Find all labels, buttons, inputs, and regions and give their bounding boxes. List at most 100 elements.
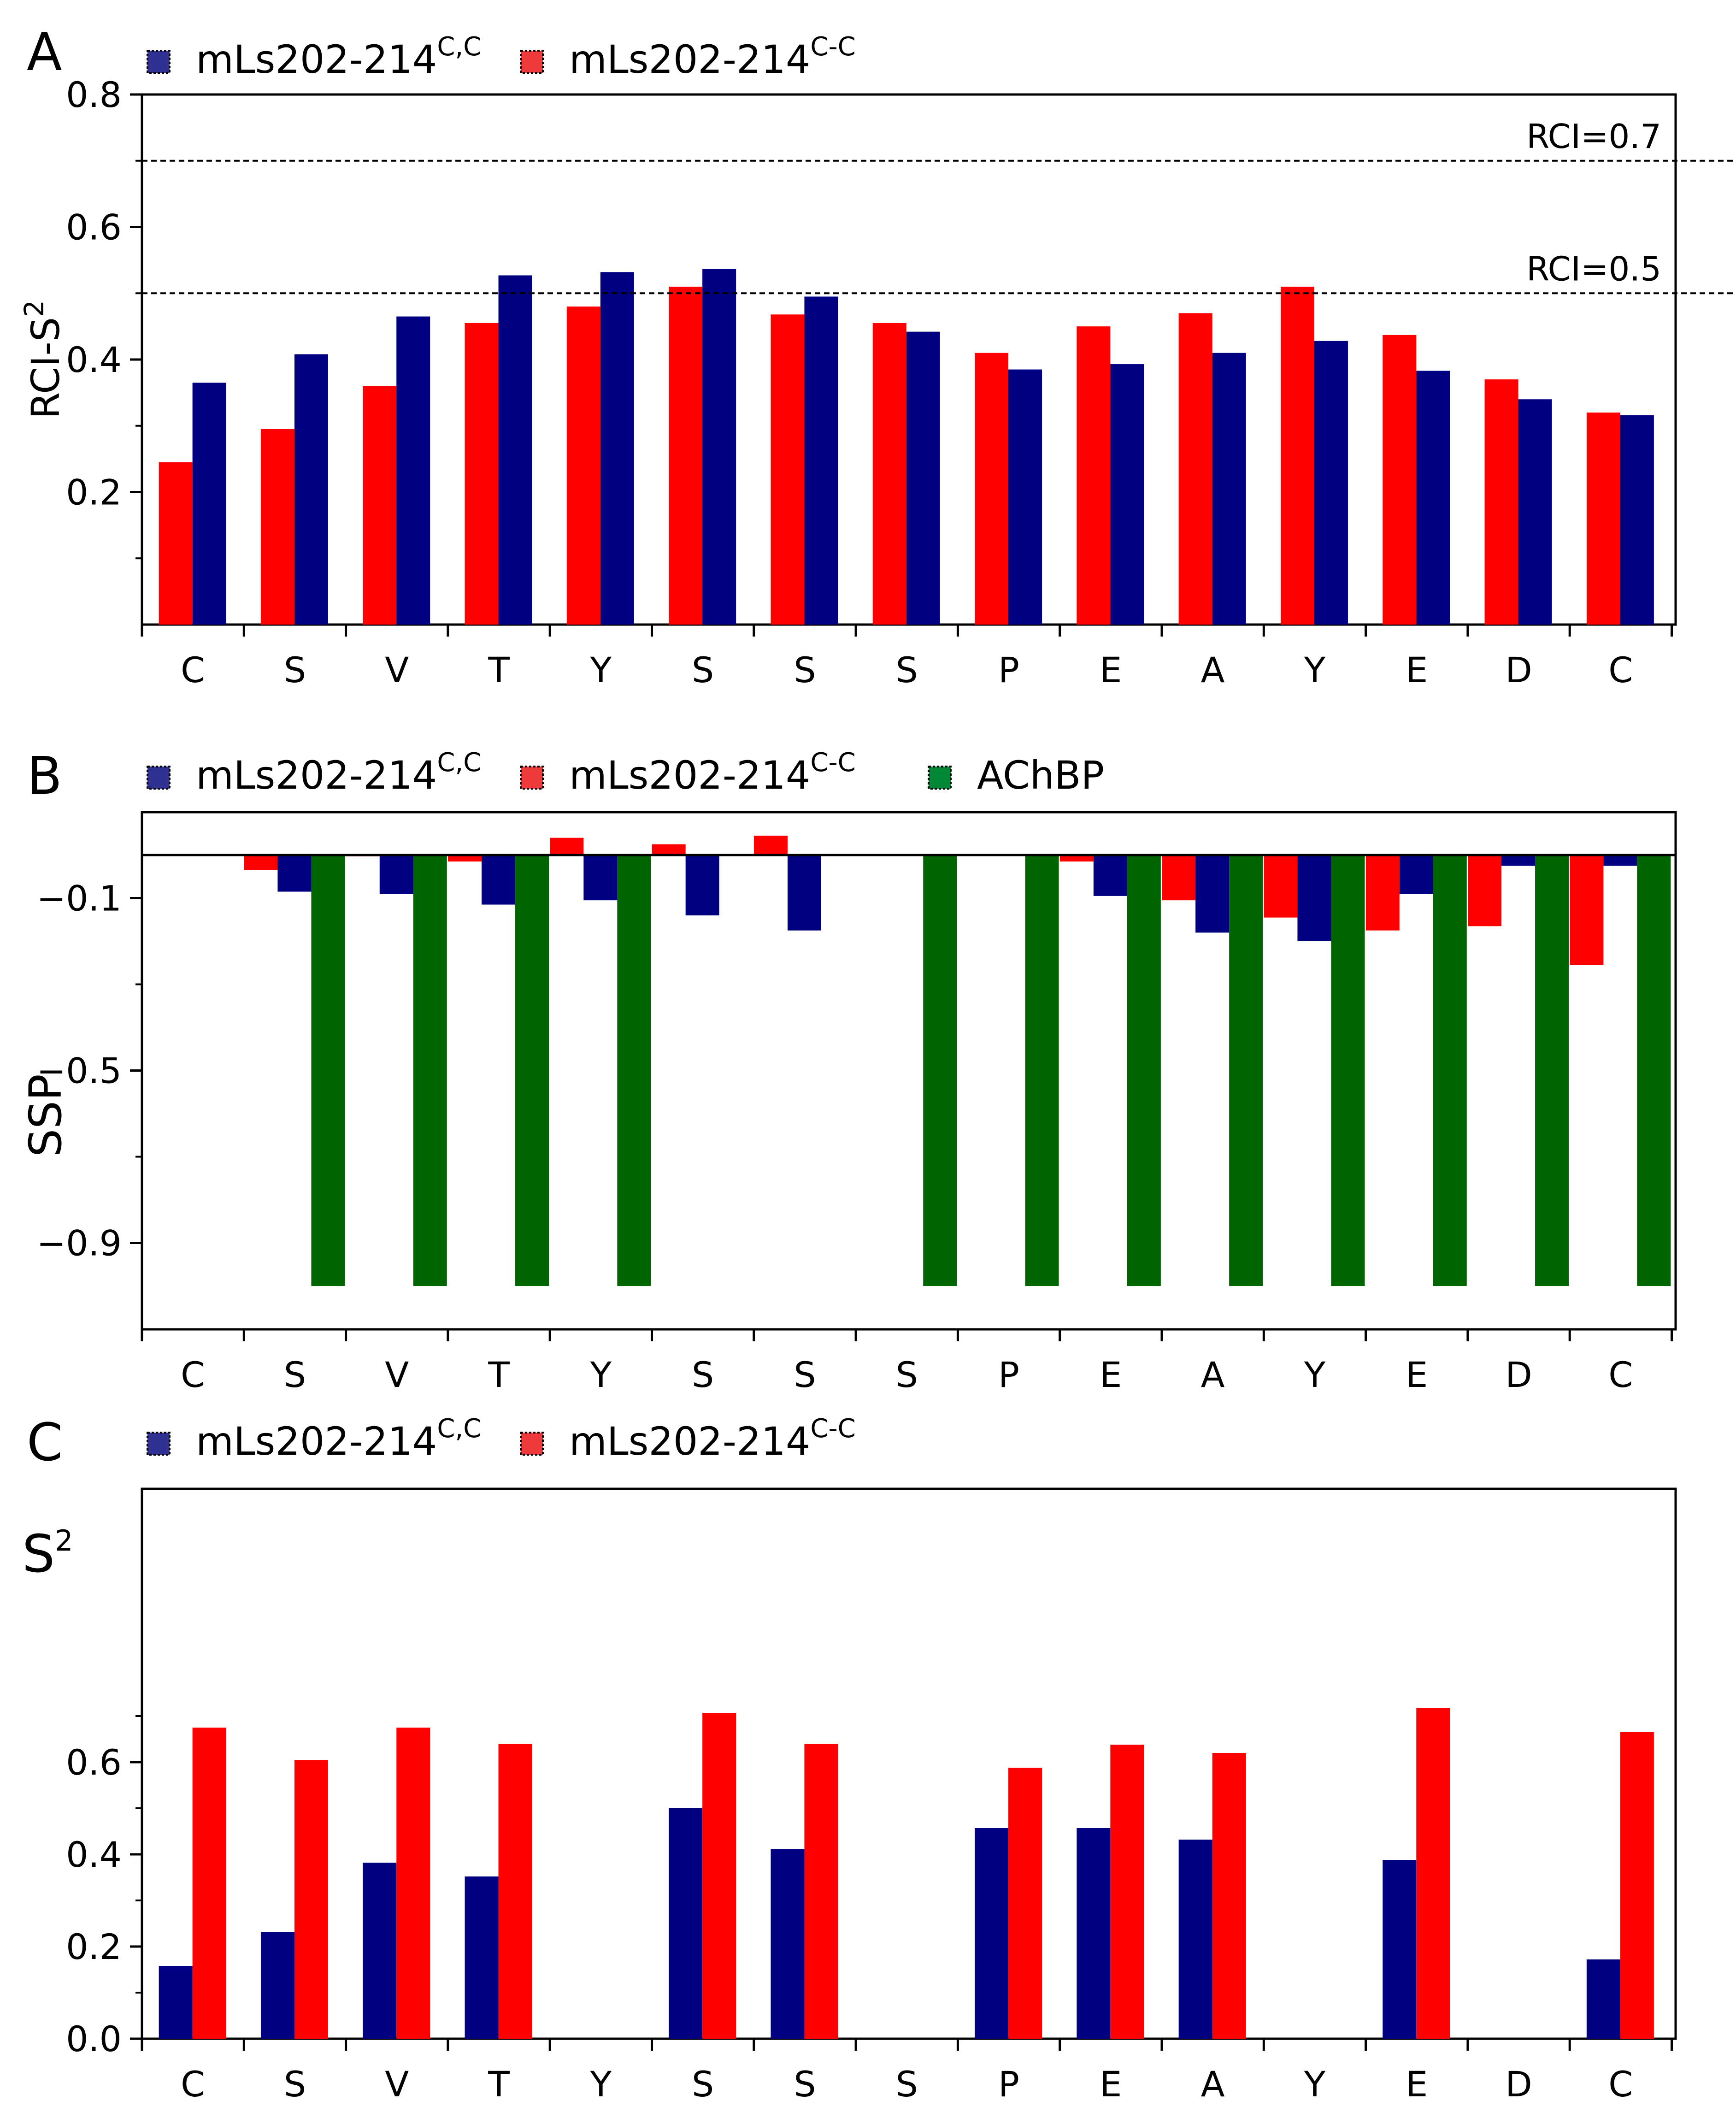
panel-a-x-category-6: S [692,649,714,690]
panel-c-x-category-5: Y [590,2064,612,2105]
panel-b-chart: mLs202-214C,C mLs202-214C-C AChBP −0.1 −0.5… [20,748,1677,1395]
panel-c-y-tick-label-2: 0.2 [66,1926,122,1967]
panel-c-bar-red-7 [804,1744,838,2039]
panel-b-x-category-14: D [1505,1354,1532,1395]
panel-c-bar-red-2 [294,1760,328,2039]
panel-c-x-category-4: T [488,2064,510,2105]
panel-a-x-category-15: C [1608,649,1633,690]
panel-a-bar-navy-4 [498,275,532,625]
panel-a-bar-red-3 [363,386,397,625]
panel-a-bar-navy-14 [1518,399,1552,625]
panel-c-x-category-10: E [1100,2064,1122,2105]
panel-b-x-category-2: S [284,1354,306,1395]
panel-b-x-category-13: E [1406,1354,1428,1395]
panel-c-bar-navy-10 [1077,1828,1111,2039]
panel-b-bar-red-13 [1365,855,1400,931]
panel-b-bar-red-12 [1264,855,1298,918]
panel-b-bar-red-15 [1570,855,1604,965]
panel-b-x-category-12: Y [1304,1354,1326,1395]
panel-a-y-tick-label-1: 0.2 [66,472,122,513]
panel-c-bar-navy-3 [363,1863,397,2039]
panel-b-x-category-11: A [1201,1354,1225,1395]
panel-c-legend-label-red: mLs202-214C-C [569,1414,856,1464]
panel-a-x-category-3: V [385,649,409,690]
panel-a-y-axis-label: RCI-S2 [18,300,68,419]
panel-a-bar-navy-13 [1416,371,1450,625]
panel-letter-c: C [27,1413,63,1473]
panel-b-bar-green-9 [1025,855,1059,1286]
panel-b-bar-green-4 [515,855,549,1286]
panel-c-bar-red-1 [192,1728,226,2039]
panel-a-bar-red-5 [566,307,600,625]
panel-a-legend-swatch-navy [147,50,171,74]
panel-c-y-tick-label-3: 0.4 [66,1834,122,1875]
panel-c-y-tick-label-4: 0.6 [66,1742,122,1783]
panel-c-bar-navy-13 [1383,1860,1417,2039]
panel-c-x-category-14: D [1505,2064,1532,2105]
panel-c-bar-red-3 [396,1728,430,2039]
panel-b-bar-red-2 [244,855,278,870]
panel-letter-a: A [27,23,62,83]
panel-c-bar-red-15 [1620,1732,1654,2039]
panel-b-y-tick-label-2: −0.5 [36,1050,122,1091]
panel-c-x-category-9: P [998,2064,1019,2105]
panel-b-legend-label-navy: mLs202-214C,C [196,748,481,798]
panel-a-y-tick-label-2: 0.4 [66,339,122,380]
panel-b-y-axis: −0.1 −0.5 −0.9 [36,878,142,1264]
panel-b-bar-navy-5 [583,855,618,901]
panel-b-bar-navy-6 [685,855,719,915]
panel-c-bar-red-9 [1008,1768,1042,2039]
panel-c-bar-red-10 [1110,1745,1144,2039]
panel-b-bar-red-14 [1468,855,1502,926]
panel-c-x-category-1: C [181,2064,205,2105]
panel-a-bar-navy-1 [192,383,226,625]
panel-c-bar-navy-6 [669,1808,703,2039]
panel-b-bar-navy-14 [1501,855,1536,866]
panel-b-bar-green-5 [617,855,651,1286]
panel-b-bar-red-6 [652,844,686,855]
panel-c-x-category-7: S [794,2064,816,2105]
panel-b-bars [142,835,1676,1286]
panel-b-legend-swatch-navy [147,766,171,790]
panel-b-legend-label-green: AChBP [977,753,1104,798]
panel-a-bar-navy-3 [396,316,430,625]
panel-a-legend: mLs202-214C,C mLs202-214C-C [147,32,856,82]
panel-b-bar-red-7 [753,835,788,855]
panel-c-bar-navy-2 [260,1932,294,2039]
panel-c-plot-frame [141,1487,1677,2040]
panel-a-x-category-12: Y [1304,649,1326,690]
panel-a-bar-navy-6 [702,269,736,625]
panel-a-bar-red-12 [1280,286,1314,625]
panel-a-legend-label-navy: mLs202-214C,C [196,32,481,82]
panel-a-x-category-1: C [181,649,205,690]
panel-a-x-category-2: S [284,649,306,690]
panel-a-bar-red-2 [260,429,294,625]
panel-a-bar-red-8 [872,323,906,625]
panel-c-x-category-3: V [385,2064,409,2105]
panel-b-bar-red-10 [1059,855,1094,862]
panel-b-bar-green-13 [1433,855,1467,1286]
panel-c-bar-red-6 [702,1713,736,2039]
panel-a-reference-label-2: RCI=0.5 [1526,249,1661,288]
panel-b-bar-green-14 [1535,855,1569,1286]
panel-a-bar-navy-2 [294,354,328,625]
panel-c-y-tick-label-1: 0.0 [66,2018,122,2059]
panel-a-x-category-8: S [896,649,918,690]
panel-a-bar-navy-10 [1110,364,1144,625]
panel-a-x-category-10: E [1100,649,1122,690]
panel-c-bar-navy-1 [159,1966,193,2039]
panel-b-y-axis-label: SSP [20,1074,71,1157]
panel-c-bar-red-13 [1416,1708,1450,2039]
panel-a-x-category-13: E [1406,649,1428,690]
panel-a-bar-red-7 [771,314,805,625]
panel-a-bar-navy-15 [1620,415,1654,625]
panel-a-bar-navy-9 [1008,369,1042,625]
panel-a-x-category-7: S [794,649,816,690]
panel-b-legend-swatch-green [928,766,952,790]
panel-b-bar-red-5 [550,838,584,855]
panel-b-bar-green-11 [1229,855,1263,1286]
panel-b-bar-navy-3 [379,855,413,894]
panel-c-bar-navy-11 [1178,1840,1212,2039]
